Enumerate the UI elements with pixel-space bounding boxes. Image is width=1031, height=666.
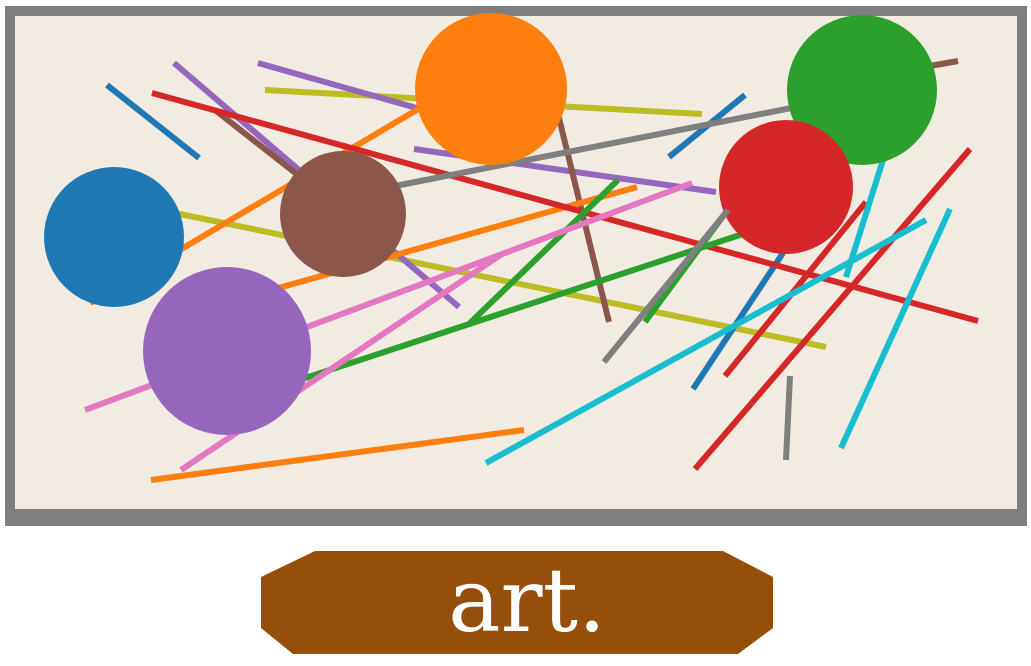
cyan-line (843, 159, 886, 278)
gray-line (717, 208, 731, 222)
brown-line (929, 58, 959, 69)
green-circle (787, 15, 937, 165)
orange-line (150, 427, 525, 483)
caption-plate: art. (261, 549, 773, 654)
abstract-artwork (5, 6, 1027, 526)
gray-line (394, 97, 833, 189)
cyan-line (838, 207, 953, 450)
blue-line (105, 82, 201, 161)
brown-circle (280, 151, 406, 277)
orange-line (249, 184, 638, 299)
red-line (151, 90, 979, 324)
olive-line (169, 209, 827, 350)
green-line (467, 177, 621, 326)
caption-text: art. (448, 549, 606, 652)
brown-line (555, 113, 612, 323)
red-line (692, 147, 973, 471)
purple-circle (143, 267, 311, 435)
green-line (289, 227, 756, 386)
blue-circle (44, 167, 184, 307)
red-circle (719, 120, 853, 254)
gray-line (601, 208, 731, 364)
gray-line (783, 375, 793, 461)
orange-circle (415, 13, 567, 165)
caption-octagon (261, 551, 773, 654)
